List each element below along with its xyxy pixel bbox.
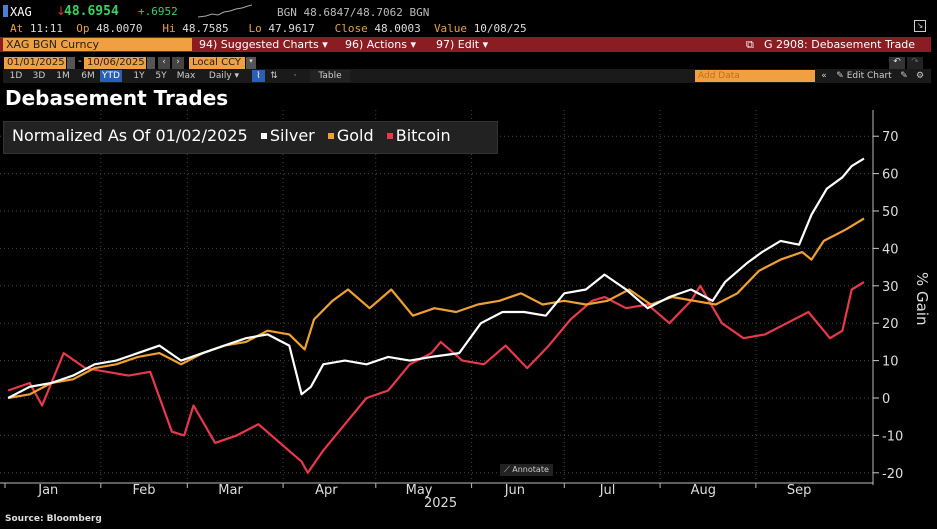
chart: -20 -10 0 10 20 30 40 50 60 70 Jan Feb Mar Apr May Jun J… <box>0 110 903 498</box>
period-6m[interactable]: 6M <box>81 71 95 81</box>
popout-icon[interactable]: ↘ <box>914 20 926 32</box>
annotate-tool-icon[interactable]: ✎ <box>900 71 908 81</box>
suggested-charts-menu[interactable]: 94) Suggested Charts ▾ <box>199 38 328 51</box>
x-tick-label: May <box>406 483 433 498</box>
chevron-down-icon[interactable]: ▾ <box>246 57 256 69</box>
end-date-input[interactable]: 10/06/2025 <box>84 57 146 69</box>
legend-swatch-bitcoin <box>386 133 393 139</box>
external-link-icon[interactable]: ⧉ <box>746 38 754 51</box>
legend: Normalized As Of 01/02/2025 Silver Gold … <box>12 126 451 145</box>
period-3d[interactable]: 3D <box>32 71 46 81</box>
high-value: 48.7585 <box>182 22 229 35</box>
calendar-icon[interactable] <box>147 57 155 69</box>
close-label: Close <box>334 22 368 35</box>
y-tick-label: 10 <box>882 355 899 370</box>
x-axis-year: 2025 <box>424 496 458 511</box>
period-max[interactable]: Max <box>176 71 196 81</box>
edit-chart-label: Edit Chart <box>846 71 892 81</box>
more-dropdown[interactable]: · <box>293 71 297 81</box>
y-tick-label: 70 <box>882 130 899 145</box>
high-label: Hi <box>162 22 176 35</box>
x-tick-label: Mar <box>218 483 243 498</box>
y-tick-label: 50 <box>882 205 899 220</box>
y-tick-label: 40 <box>882 242 899 257</box>
security-color-marker <box>3 5 8 17</box>
period-1y[interactable]: 1Y <box>133 71 145 81</box>
legend-silver: Silver <box>269 126 315 145</box>
y-tick-label: 60 <box>882 168 899 183</box>
ticker: XAG <box>10 5 32 19</box>
chart-title: Debasement Trades <box>5 86 229 110</box>
source-note: Source: Bloomberg <box>5 514 102 524</box>
period-5y[interactable]: 5Y <box>155 71 167 81</box>
open-value: 48.0070 <box>96 22 143 35</box>
add-data-input[interactable]: Add Data <box>695 70 815 82</box>
x-tick-label: Aug <box>691 483 716 498</box>
y-tick-label: 0 <box>882 392 890 407</box>
down-arrow-icon: ↓ <box>56 4 67 18</box>
y-tick-label: 30 <box>882 280 899 295</box>
open-label: Op <box>76 22 90 35</box>
series-line-gold <box>7 217 865 400</box>
x-tick-label: Sep <box>787 483 812 498</box>
annotate-label: Annotate <box>512 465 549 474</box>
series-line-bitcoin <box>7 281 865 474</box>
period-1m[interactable]: 1M <box>56 71 70 81</box>
low-value: 47.9617 <box>268 22 315 35</box>
security-input[interactable]: XAG BGN Curncy <box>3 38 192 51</box>
legend-box <box>3 121 498 154</box>
at-time: 11:11 <box>29 22 63 35</box>
command-bar <box>0 37 931 52</box>
bid-ask: BGN 48.6847/48.7062 BGN <box>277 6 430 19</box>
next-button[interactable]: › <box>172 57 184 69</box>
x-tick-label: Jun <box>504 483 525 498</box>
legend-swatch-gold <box>327 133 334 139</box>
value-date: 10/08/25 <box>473 22 527 35</box>
pencil-icon: ✎ <box>836 71 844 81</box>
last-price: 48.6954 <box>64 4 119 19</box>
y-tick-label: -20 <box>882 467 903 482</box>
range-dash: - <box>78 56 82 67</box>
frequency-select[interactable]: Daily ▾ <box>208 71 240 81</box>
start-date-input[interactable]: 01/01/2025 <box>4 57 66 69</box>
legend-swatch-silver <box>260 133 267 139</box>
annotate-button[interactable]: ⟋ Annotate <box>500 464 553 476</box>
y-tick-label: -10 <box>882 429 903 444</box>
period-ytd[interactable]: YTD <box>100 70 122 82</box>
gear-icon[interactable]: ⚙ <box>915 71 925 81</box>
edit-chart-button[interactable]: ✎ Edit Chart <box>834 70 894 82</box>
price-change: +.6952 <box>138 5 178 18</box>
period-1d[interactable]: 1D <box>9 71 23 81</box>
x-tick-label: Apr <box>315 483 338 498</box>
series-line-silver <box>7 157 865 399</box>
y-tick-label: 20 <box>882 317 899 332</box>
low-label: Lo <box>248 22 262 35</box>
x-tick-label: Jan <box>37 483 58 498</box>
collapse-icon[interactable]: « <box>821 71 827 81</box>
value-label: Value <box>433 22 468 35</box>
y-axis-label: % Gain <box>913 272 931 326</box>
x-tick-label: Feb <box>133 483 156 498</box>
close-value: 48.0003 <box>374 22 421 35</box>
x-tick-label: Jul <box>599 483 616 498</box>
legend-title: Normalized As Of 01/02/2025 <box>12 126 248 145</box>
legend-bitcoin: Bitcoin <box>395 126 451 145</box>
quote-details: At 11:11 Op 48.0070 Hi 48.7585 Lo 47.961… <box>10 22 527 35</box>
page-title-link[interactable]: G 2908: Debasement Trade <box>764 38 916 51</box>
legend-gold: Gold <box>336 126 374 145</box>
undo-icon[interactable]: ↶ <box>889 57 905 69</box>
bar-chart-icon[interactable]: ⇅ <box>270 71 278 81</box>
prev-button[interactable]: ‹ <box>158 57 170 69</box>
edit-menu[interactable]: 97) Edit ▾ <box>436 38 489 51</box>
sparkline-icon <box>198 4 252 18</box>
currency-select[interactable]: Local CCY <box>189 57 245 69</box>
line-chart-icon[interactable]: ⌇ <box>252 70 265 82</box>
table-button[interactable]: Table <box>310 70 350 82</box>
redo-icon[interactable]: ↷ <box>907 57 923 69</box>
at-label: At <box>10 22 24 35</box>
calendar-icon[interactable] <box>67 57 75 69</box>
actions-menu[interactable]: 96) Actions ▾ <box>345 38 416 51</box>
